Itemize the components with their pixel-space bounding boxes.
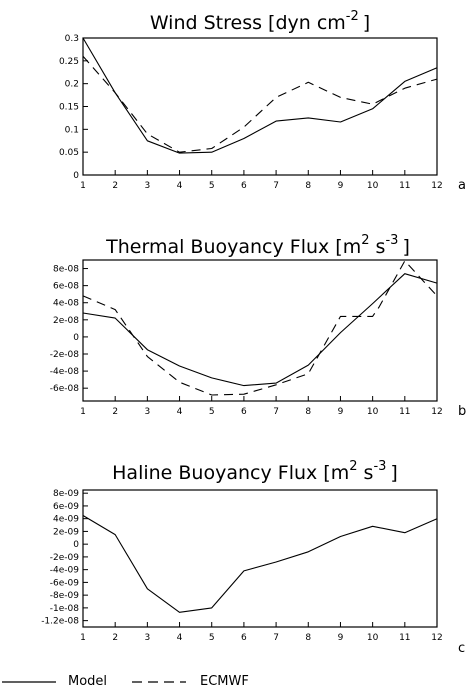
panel-c-y-tick-label: -1e-08 [50,604,79,614]
panel-c-frame [82,489,438,628]
panel-b-title-main: Thermal Buoyancy Flux [m [105,236,361,258]
panel-a-y-tick-label: 0.05 [59,148,79,158]
panel-b-y-tick-label: -6e-08 [50,384,79,394]
panel-b-title-sup1: 2 [361,233,369,248]
panel-c-y-tick-label: -1.2e-08 [41,617,79,627]
panel-a-series-model [82,37,438,154]
panel-a-y-tick-label: 0.3 [65,34,79,44]
panel-c-x-tick-label: 10 [367,633,379,643]
panel-c-y-tick-label: -8e-09 [50,591,79,601]
panel-b-x-tick-label: 3 [144,407,150,417]
panel-b-x-tick-label: 12 [431,407,442,417]
panel-a-y-tick-label: 0.2 [65,80,79,90]
panel-b-x-tick-label: 2 [112,407,118,417]
panel-b-frame [82,259,438,402]
panel-b-x-tick-label: 4 [177,407,183,417]
panel-c-title-sup1: 2 [349,459,357,474]
panel-c-x-tick-label: 8 [305,633,311,643]
panel-c-x-tick-label: 9 [338,633,344,643]
panel-a-x-tick-label: 8 [305,181,311,191]
panel-a-x-tick-label: 11 [399,181,410,191]
panel-a-title-end: ] [363,12,370,34]
panel-c-y-tick-label: 2e-09 [53,527,79,537]
panel-b-title-mid: s [370,236,386,258]
panel-b-y-tick-label: 6e-08 [53,282,79,292]
panel-a-label: a [458,178,466,193]
panel-a-title: Wind Stress [dyn cm-2] [150,9,370,34]
panel-b-x-tick-label: 10 [367,407,379,417]
panel-a-x-tick-label: 4 [177,181,183,191]
panel-c-y-tick-label: -6e-09 [50,578,79,588]
panel-c-x-tick-label: 2 [112,633,118,643]
panel-b-x-tick-label: 5 [209,407,215,417]
panel-b-x-tick-label: 1 [80,407,86,417]
legend: Model ECMWF [2,674,249,689]
panel-c-x-tick-label: 6 [241,633,247,643]
panel-b-y-tick-label: 2e-08 [53,316,79,326]
panel-b-x-tick-label: 6 [241,407,247,417]
panel-a-x-tick-label: 6 [241,181,247,191]
panel-a-x-tick-label: 2 [112,181,118,191]
panel-b-y-tick-label: 0 [73,333,79,343]
panel-c-x-tick-label: 11 [399,633,410,643]
panel-b-y-tick-label: -4e-08 [50,367,79,377]
panel-b-series-model [82,273,438,387]
panel-a-y-tick-label: 0.15 [59,103,79,113]
panel-c-y-tick-label: 8e-09 [53,489,79,499]
panel-a-x-tick-label: 3 [144,181,150,191]
panel-a-x-tick-label: 12 [431,181,442,191]
panel-c-x-tick-label: 1 [80,633,86,643]
panel-c-plot: 1 2 3 4 5 6 7 8 9 10 11 12-1.2e-08-1e-08-8e-09-6e-0… [41,489,443,643]
panel-b-title-sup2: -3 [385,233,398,248]
panel-b-x-tick-label: 9 [338,407,344,417]
panel-c-x-tick-label: 4 [177,633,183,643]
panel-c-x-tick-label: 3 [144,633,150,643]
panel-b-y-tick-label: 4e-08 [53,299,79,309]
panel-b-y-tick-label: -2e-08 [50,350,79,360]
panel-c-title-mid: s [358,462,374,484]
panel-c-y-tick-label: 6e-09 [53,502,79,512]
panel-a-x-tick-label: 7 [273,181,279,191]
panel-b-plot: 1 2 3 4 5 6 7 8 9 10 11 12-6e-08-4e-08-2e-0802e-084… [50,259,443,417]
panel-b-x-tick-label: 7 [273,407,279,417]
panel-b-y-tick-label: 8e-08 [53,265,79,275]
panel-b-title-end: ] [402,236,409,258]
panel-b-x-tick-label: 11 [399,407,410,417]
panel-c-x-tick-label: 7 [273,633,279,643]
panel-c-y-tick-label: -4e-09 [50,566,79,576]
panel-c-title-main: Haline Buoyancy Flux [m [112,462,349,484]
panel-c-series-model [82,515,438,613]
panel-a-y-tick-label: 0.1 [65,125,79,135]
panel-c-y-tick-label: 0 [73,540,79,550]
panel-c-title-sup2: -3 [373,459,386,474]
panel-a-series-ecmwf [82,55,438,153]
panel-c-y-tick-label: 4e-09 [53,515,79,525]
panel-c-title-end: ] [390,462,397,484]
panel-c-x-tick-label: 5 [209,633,215,643]
panel-b-series-ecmwf [82,260,438,396]
panel-a-y-tick-label: 0.25 [59,57,79,67]
panel-c-label: c [458,641,465,656]
panel-a-x-tick-label: 10 [367,181,379,191]
legend-model-label: Model [68,674,107,689]
panel-a: Wind Stress [dyn cm-2] 1 2 3 4 5 6 7 8 9 10 11 1200… [59,9,466,193]
panel-a-x-tick-label: 9 [338,181,344,191]
panel-a-title-sup: -2 [346,9,359,24]
panel-c-x-tick-label: 12 [431,633,442,643]
panel-a-x-tick-label: 5 [209,181,215,191]
panel-b-title: Thermal Buoyancy Flux [m2 s-3] [105,233,410,258]
panel-a-title-main: Wind Stress [dyn cm [150,12,346,34]
legend-ecmwf-label: ECMWF [200,674,249,689]
panel-c-title: Haline Buoyancy Flux [m2 s-3] [112,459,398,484]
panel-a-frame [82,37,438,176]
panel-b-x-tick-label: 8 [305,407,311,417]
panel-b-label: b [458,404,466,419]
panel-c-y-tick-label: -2e-09 [50,553,79,563]
panel-a-x-tick-label: 1 [80,181,86,191]
panel-a-y-tick-label: 0 [73,171,79,181]
